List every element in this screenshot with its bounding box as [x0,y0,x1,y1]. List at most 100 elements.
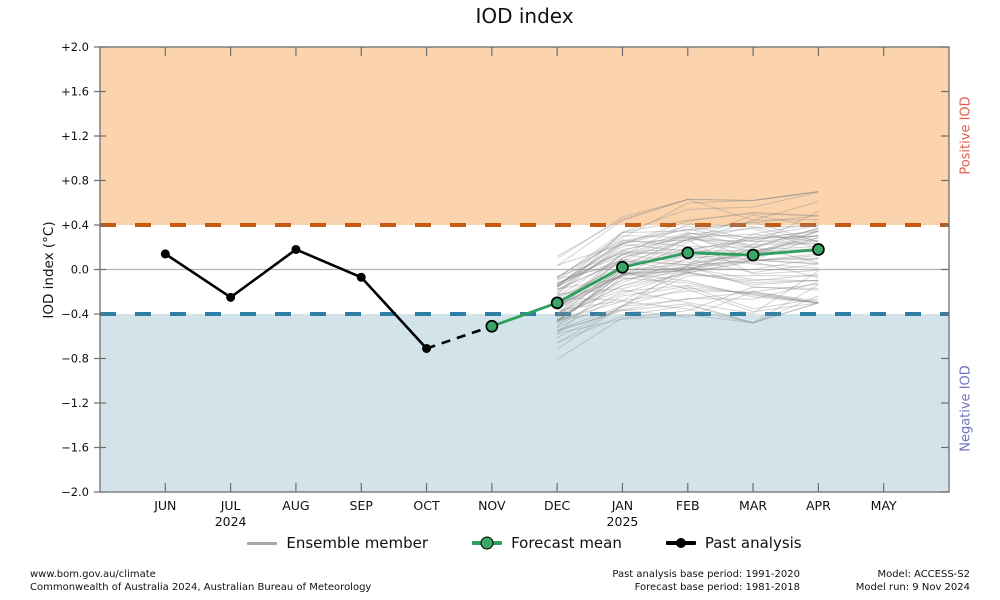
ensemble-line [556,228,819,295]
forecast-mean-marker [485,319,499,333]
ensemble-line [556,223,819,298]
footer-model-run: Model run: 9 Nov 2024 [855,582,970,593]
ensemble-line-swatch-icon [247,541,278,545]
ensemble-line [557,295,819,332]
ensemble-line [556,234,819,304]
ensemble-line [556,265,819,315]
x-tick-label: MAY [871,498,897,513]
footer-model-info: Model: ACCESS-S2 Model run: 9 Nov 2024 [770,568,970,594]
past-analysis-marker [422,343,432,353]
x-tick-label: NOV [478,498,506,513]
ensemble-line [556,302,819,344]
footer-base-periods: Past analysis base period: 1991-2020 For… [500,568,800,594]
ensemble-line [556,222,819,279]
ensemble-line [556,253,819,338]
ensemble-line [556,198,819,267]
legend-item-past: Past analysis [665,534,802,552]
legend-item-forecast: Forecast mean [472,534,622,552]
past-analysis-swatch-icon [665,538,696,548]
ensemble-line [556,214,819,288]
ensemble-line [557,261,819,301]
ensemble-line [557,283,819,311]
ensemble-line [556,272,819,322]
ensemble-line [556,191,819,281]
ensemble-line [556,230,819,309]
past-analysis-marker [291,244,301,254]
x-tick-label: AUG [282,498,309,513]
ensemble-line [556,215,819,288]
ensemble-line [557,239,819,280]
past-analysis-marker [160,249,170,259]
x-tick-label: SEP [350,498,374,513]
forecast-mean-line [491,248,819,328]
past-analysis-marker [356,272,366,282]
ensemble-line [556,286,819,329]
y-tick-label: +0.4 [61,218,89,232]
ensemble-line [556,284,819,326]
ensemble-line [556,257,819,323]
x-tick-label: MAR [739,498,767,513]
forecast-mean-marker [616,260,629,274]
y-tick-label: +1.2 [61,129,89,143]
negative-iod-region-label: Negative IOD [958,365,974,452]
ensemble-line [557,291,819,321]
ensemble-line [556,267,819,318]
ensemble-line [556,225,819,308]
footer-copyright: Commonwealth of Australia 2024, Australi… [30,582,372,593]
ensemble-line [556,230,819,323]
y-tick-label: +2.0 [61,40,89,54]
ensemble-line [556,227,819,284]
footer-forecast-base-period: Forecast base period: 1981-2018 [634,582,800,593]
ensemble-line [556,191,819,279]
forecast-mean-marker [550,296,564,310]
ensemble-line [556,233,819,290]
ensemble-line [556,221,819,286]
ensemble-line [556,210,819,292]
x-tick-label: JUL [220,498,241,513]
legend-label-past: Past analysis [704,534,802,552]
x-tick-label: APR [806,498,831,513]
ensemble-line [556,230,819,310]
ensemble-line [557,277,819,304]
ensemble-line [556,282,819,332]
legend-label-ensemble: Ensemble member [286,534,429,552]
ensemble-line [557,284,819,334]
ensemble-line [556,232,819,310]
ensemble-line [556,227,819,327]
legend-item-ensemble: Ensemble member [247,534,428,552]
x-tick-label: DEC [544,498,571,513]
past-marker-icon [675,538,686,548]
y-tick-label: +1.6 [61,85,89,99]
ensemble-line [556,259,819,284]
x-tick-label: JAN [611,498,633,513]
ensemble-line [556,201,819,335]
x-year-label: 2025 [607,514,639,529]
x-year-label: 2024 [215,514,247,529]
forecast-mean-swatch-icon [472,536,503,550]
ensemble-line [556,270,819,316]
y-tick-label: 0.0 [71,263,89,277]
legend: Ensemble member Forecast mean Past analy… [100,534,949,552]
ensemble-lines [556,191,819,360]
ensemble-line [556,213,819,295]
footer-attribution: www.bom.gov.au/climate Commonwealth of A… [30,568,371,594]
positive-iod-region-label: Positive IOD [958,96,974,175]
past-analysis-marker [226,292,236,302]
legend-label-forecast: Forecast mean [511,534,622,552]
ensemble-line [556,211,819,287]
ensemble-line [556,191,819,260]
forecast-mean-marker [746,248,760,262]
x-tick-label: OCT [413,498,440,513]
ensemble-line [556,270,819,315]
y-tick-label: +0.8 [61,174,89,188]
x-tick-label: JUN [153,498,176,513]
footer-model-name: Model: ACCESS-S2 [877,569,970,580]
ensemble-line [556,287,819,350]
y-tick-label: −2.0 [61,485,89,499]
y-tick-label: −1.2 [61,396,89,410]
ensemble-line [556,286,819,360]
ensemble-line [556,191,819,257]
ensemble-line [557,243,819,297]
